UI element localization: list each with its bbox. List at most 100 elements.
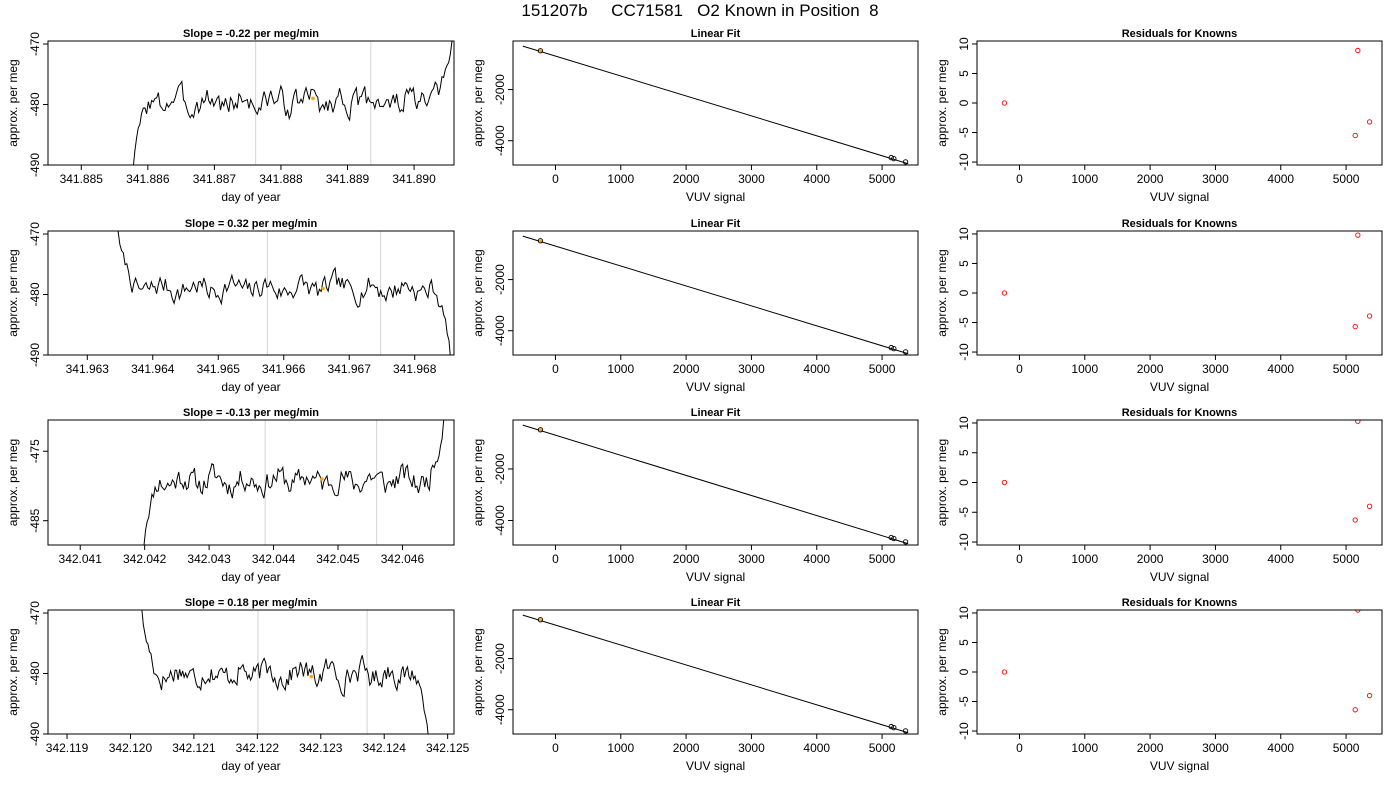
data-point [1366, 503, 1373, 509]
x-tick-label: 1000 [607, 552, 634, 566]
data-point [1352, 132, 1358, 139]
data-point [1366, 119, 1373, 125]
panel-r3-fit: Linear Fit 0 1000 2000 3000 4000 5000 -4000 -200… [471, 407, 919, 584]
y-axis-label: approx. per meg [471, 439, 485, 526]
x-axis-label: VUV signal [686, 570, 745, 584]
chart-title: Slope = -0.22 per meg/min [183, 28, 319, 40]
x-tick-label: 5000 [869, 552, 896, 566]
data-point [1366, 692, 1373, 699]
data-point [888, 723, 894, 730]
y-tick-label: -470 [28, 601, 42, 625]
chart-title: Residuals for Knowns [1122, 407, 1238, 419]
x-tick-label: 341.966 [262, 362, 306, 376]
y-tick-label: -480 [28, 661, 42, 685]
x-tick-label: 3000 [1202, 172, 1229, 186]
panel-r3-trace: Slope = -0.13 per meg/min 342.041 342.042 3… [6, 407, 455, 584]
plot-frame [47, 40, 455, 166]
x-tick-label: 5000 [869, 362, 896, 376]
x-tick-label: 1000 [607, 362, 634, 376]
known-marker [311, 96, 315, 101]
x-tick-label: 5000 [1333, 552, 1360, 566]
plot-area [1001, 232, 1373, 330]
fit-line [522, 614, 909, 734]
data-point [537, 238, 544, 244]
data-point [1355, 420, 1361, 424]
x-tick-label: 4000 [1267, 172, 1294, 186]
y-tick-label: -490 [28, 153, 42, 177]
y-tick-label: -470 [28, 32, 42, 56]
y-tick-label: 10 [957, 227, 971, 241]
plot-area [522, 614, 909, 734]
plot-frame [976, 419, 1383, 546]
data-point [1355, 232, 1361, 238]
plot-frame [512, 609, 919, 735]
y-tick-label: 10 [957, 606, 971, 620]
y-tick-label: 0 [957, 99, 971, 106]
x-tick-label: 0 [552, 741, 559, 755]
chart-title: Linear Fit [691, 407, 741, 419]
y-tick-label: -5 [957, 507, 971, 518]
y-tick-label: 0 [957, 289, 971, 296]
plot-area [1001, 420, 1373, 523]
x-tick-label: 4000 [803, 172, 830, 186]
x-tick-label: 4000 [803, 362, 830, 376]
x-tick-label: 2000 [1137, 362, 1164, 376]
fit-line [522, 45, 909, 165]
x-tick-label: 341.965 [197, 362, 241, 376]
x-tick-label: 1000 [1071, 741, 1098, 755]
chart-title: Linear Fit [691, 597, 741, 609]
data-point [902, 159, 909, 165]
x-axis-label: VUV signal [1150, 380, 1209, 394]
plot-area [522, 235, 909, 355]
trace-line [143, 420, 445, 545]
data-point [888, 534, 894, 541]
y-axis-label: approx. per meg [935, 59, 949, 146]
trace-line [117, 231, 451, 355]
data-point [1355, 47, 1361, 54]
x-tick-label: 3000 [738, 552, 765, 566]
data-point [902, 539, 909, 545]
data-point [1355, 610, 1361, 613]
x-tick-label: 0 [1016, 741, 1023, 755]
y-tick-label: -4000 [493, 315, 507, 346]
y-tick-label: -485 [28, 508, 42, 532]
x-tick-label: 3000 [738, 172, 765, 186]
known-marker [309, 674, 314, 679]
plot-area [1001, 610, 1373, 713]
plot-area [143, 420, 445, 545]
y-tick-label: -480 [28, 92, 42, 116]
known-marker [538, 428, 542, 432]
y-tick-label: -2000 [493, 264, 507, 295]
x-tick-label: 342.120 [109, 741, 153, 755]
y-axis-label: approx. per meg [6, 59, 20, 146]
x-axis-label: day of year [221, 570, 280, 584]
data-point [1001, 479, 1008, 486]
y-tick-label: -2000 [493, 643, 507, 674]
x-tick-label: 341.968 [393, 362, 437, 376]
data-point [537, 48, 544, 54]
chart-title: Linear Fit [691, 28, 741, 40]
chart-title: Residuals for Knowns [1122, 28, 1238, 40]
y-tick-label: -10 [957, 722, 971, 740]
trace-line [132, 41, 453, 165]
data-point [902, 349, 909, 355]
data-point [537, 427, 544, 433]
x-axis-label: VUV signal [686, 190, 745, 204]
known-marker [538, 618, 542, 622]
x-axis-label: VUV signal [1150, 190, 1209, 204]
x-axis-label: day of year [221, 190, 280, 204]
x-tick-label: 2000 [1137, 172, 1164, 186]
x-tick-label: 5000 [869, 741, 896, 755]
x-tick-label: 342.041 [59, 552, 103, 566]
x-tick-label: 4000 [1267, 741, 1294, 755]
y-tick-label: -4000 [493, 694, 507, 725]
y-axis-label: approx. per meg [471, 249, 485, 336]
known-marker [538, 49, 542, 53]
data-point [1352, 707, 1358, 713]
x-tick-label: 0 [552, 552, 559, 566]
y-tick-label: 5 [957, 70, 971, 77]
panel-r2-trace: Slope = 0.32 per meg/min 341.963 341.964 34… [6, 218, 455, 394]
data-point [888, 344, 894, 351]
page-title: 151207b CC71581 O2 Known in Position 8 [521, 1, 879, 20]
known-marker [320, 477, 324, 481]
